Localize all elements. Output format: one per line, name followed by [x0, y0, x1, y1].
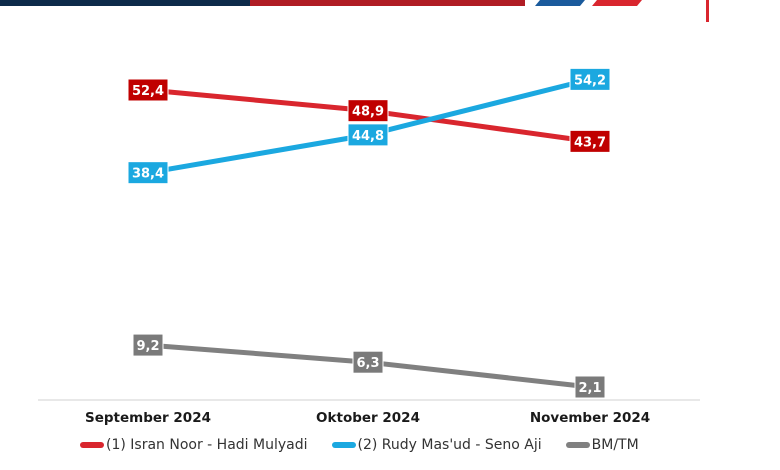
data-label-text: 54,2: [574, 73, 606, 88]
data-label: 38,4: [127, 161, 169, 185]
data-label-text: 44,8: [352, 129, 384, 144]
legend-item-isran: (1) Isran Noor - Hadi Mulyadi: [80, 437, 308, 453]
chart-legend: (1) Isran Noor - Hadi Mulyadi (2) Rudy M…: [80, 437, 663, 453]
x-tick-label: Oktober 2024: [316, 410, 420, 426]
data-label-box: [132, 333, 164, 357]
data-label: 44,8: [347, 123, 389, 147]
data-label-text: 48,9: [352, 105, 384, 120]
x-tick-label: November 2024: [529, 410, 651, 426]
data-label-text: 38,4: [132, 167, 164, 182]
legend-swatch-blue: [331, 442, 356, 448]
data-label-box: [574, 375, 606, 399]
data-label: 43,7: [569, 129, 611, 153]
header-banner: [0, 0, 642, 6]
banner-red-vertical-line: [706, 0, 709, 22]
data-label-box: [569, 67, 611, 91]
legend-label: (1) Isran Noor - Hadi Mulyadi: [106, 437, 308, 453]
data-label-text: 9,2: [136, 339, 159, 354]
data-label-box: [347, 123, 389, 147]
data-label: 48,9: [347, 99, 389, 123]
data-label-box: [127, 161, 169, 185]
data-label-box: [352, 350, 384, 374]
legend-swatch-red: [80, 442, 104, 448]
legend-label: BM/TM: [591, 437, 639, 453]
data-label: 54,2: [569, 67, 611, 91]
data-label: 6,3: [352, 350, 384, 374]
data-label-text: 43,7: [574, 135, 606, 150]
legend-swatch-gray: [565, 442, 590, 448]
data-label-text: 52,4: [132, 84, 164, 99]
banner-red-stripe: [592, 0, 642, 6]
data-label: 52,4: [127, 78, 169, 102]
data-label-text: 2,1: [578, 381, 601, 396]
data-label-box: [569, 129, 611, 153]
data-label-box: [347, 99, 389, 123]
line-chart: 52,4 48,9 43,7 38,4 44,8 54,2 9,2 6,3 2,1: [38, 67, 700, 401]
data-label: 9,2: [132, 333, 164, 357]
banner-blue-stripe: [535, 0, 585, 6]
x-tick-label: September 2024: [85, 410, 211, 426]
legend-label: (2) Rudy Mas'ud - Seno Aji: [357, 437, 542, 453]
data-label-box: [127, 78, 169, 102]
data-label-text: 6,3: [356, 356, 379, 371]
banner-dark-segment: [0, 0, 250, 6]
banner-red-segment: [250, 0, 525, 6]
legend-item-bmtm: BM/TM: [565, 437, 639, 453]
data-label: 2,1: [574, 375, 606, 399]
legend-item-rudy: (2) Rudy Mas'ud - Seno Aji: [331, 437, 542, 453]
